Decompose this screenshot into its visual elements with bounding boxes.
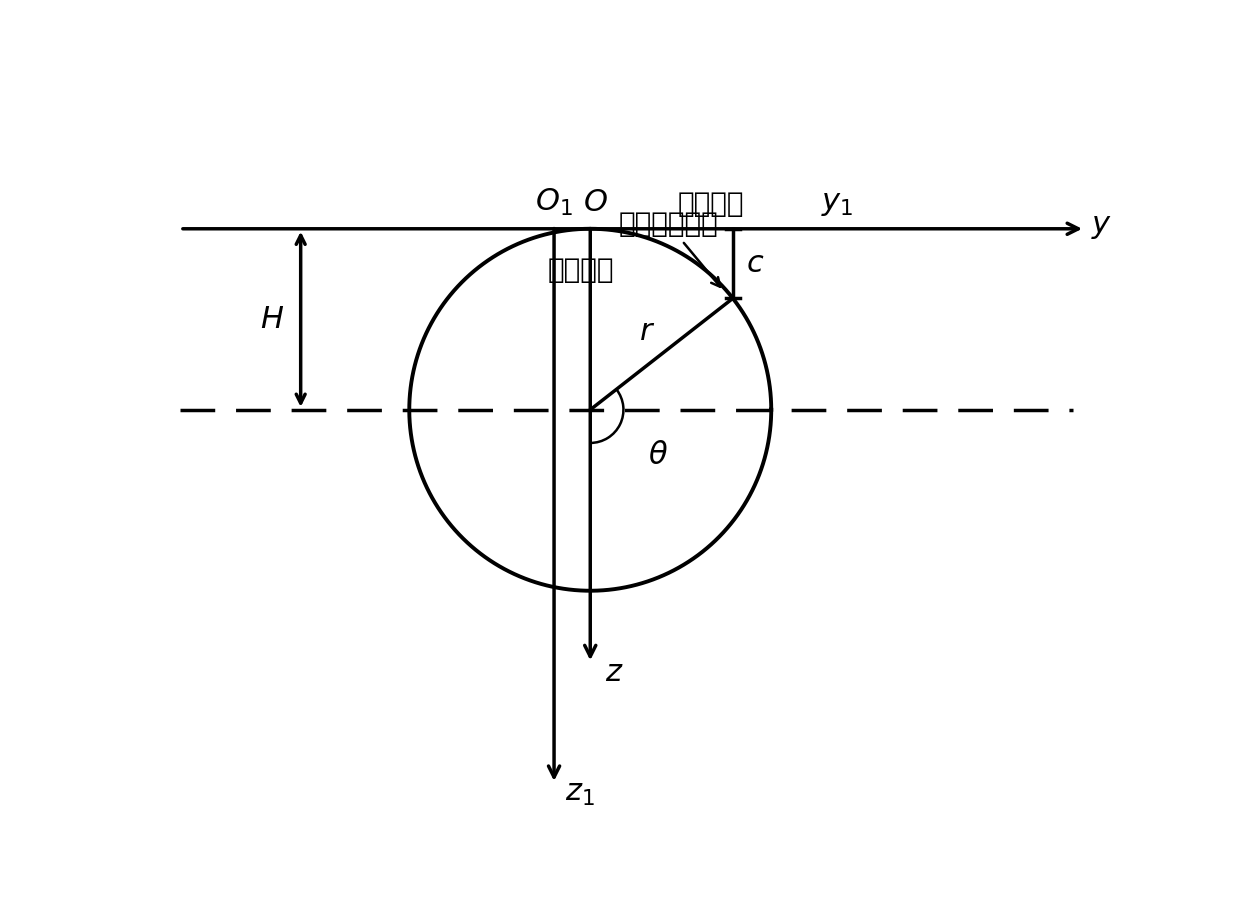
Text: $y$: $y$ (1091, 210, 1112, 241)
Text: $y_1$: $y_1$ (821, 187, 854, 218)
Text: $\theta$: $\theta$ (649, 440, 668, 470)
Text: $z$: $z$ (605, 657, 624, 687)
Text: 整体坐标: 整体坐标 (548, 256, 615, 284)
Text: 局部坐标: 局部坐标 (677, 190, 744, 218)
Text: $O$: $O$ (583, 187, 608, 218)
Text: $z_1$: $z_1$ (565, 778, 595, 808)
Text: $r$: $r$ (640, 316, 656, 347)
Text: $c$: $c$ (746, 248, 765, 279)
Text: 集中力作用点: 集中力作用点 (619, 210, 720, 287)
Text: $H$: $H$ (259, 304, 284, 335)
Text: $O_1$: $O_1$ (536, 187, 573, 218)
